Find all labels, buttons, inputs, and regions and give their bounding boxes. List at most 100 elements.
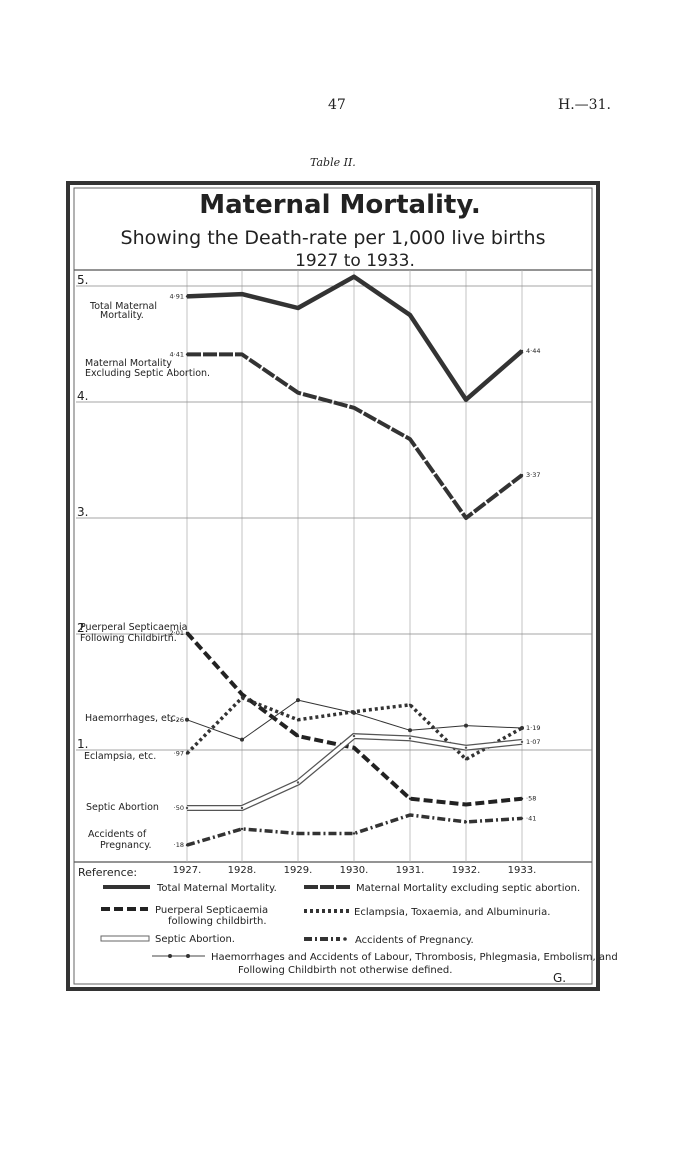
data-point-septicaemia (296, 734, 300, 738)
data-point-excl (520, 473, 524, 477)
data-point-eclampsia (185, 752, 189, 755)
y-tick-label: 5. (77, 273, 88, 287)
y-tick-label: 4. (77, 389, 88, 403)
legend-swatch-accidents-dot (343, 937, 347, 941)
data-point-haem (296, 698, 300, 703)
data-point-septic_abortion (296, 781, 300, 784)
data-point-eclampsia (408, 703, 412, 706)
chart-title: Maternal Mortality. (199, 190, 481, 220)
x-tick-label: 1929. (284, 865, 313, 876)
data-point-accidents (520, 817, 524, 820)
data-point-haem (185, 717, 189, 722)
table-label: Table II. (310, 156, 356, 169)
data-point-excl (296, 391, 300, 394)
legend-label-excl: Maternal Mortality excluding septic abor… (356, 883, 580, 894)
legend-label-septicaemia-2: following childbirth. (168, 916, 267, 927)
data-point-excl (408, 437, 412, 441)
data-point-excl (464, 516, 468, 520)
y-tick-label: 2. (77, 621, 88, 635)
data-point-haem (408, 728, 412, 733)
data-point-accidents (185, 843, 189, 847)
data-point-septic_abortion (408, 737, 412, 740)
data-point-total (296, 306, 300, 310)
value-label-end-septicaemia: ·58 (526, 795, 536, 803)
data-point-accidents (464, 820, 468, 824)
series-label-total: Mortality. (100, 310, 144, 321)
data-point-septic_abortion (240, 806, 244, 810)
data-point-total (352, 275, 356, 278)
series-label-haem: Haemorrhages, etc. (85, 713, 179, 724)
data-point-haem (240, 737, 244, 742)
legend-label-total: Total Maternal Mortality. (156, 883, 277, 894)
value-label-end-haem: 1·19 (526, 724, 540, 732)
chart-subtitle-years: 1927 to 1933. (295, 251, 415, 271)
page-reference: H.—31. (558, 97, 611, 113)
value-label-start-accidents: ·18 (174, 841, 184, 849)
value-label-start-haem: 1·26 (170, 716, 184, 724)
legend-label-eclampsia: Eclampsia, Toxaemia, and Albuminuria. (354, 907, 550, 918)
series-label-septicaemia: Puerperal Septicaemia (80, 622, 187, 633)
data-point-septicaemia (240, 693, 244, 696)
series-label-eclampsia: Eclampsia, etc. (84, 751, 156, 762)
data-point-septicaemia (408, 797, 412, 800)
page-number: 47 (328, 97, 346, 113)
data-point-septicaemia (464, 803, 468, 806)
value-label-start-septicaemia: 2·01 (170, 629, 184, 637)
data-point-total (464, 398, 468, 401)
data-point-septic_abortion (352, 734, 356, 738)
series-label-septicaemia: Following Childbirth. (80, 633, 177, 644)
data-point-septic_abortion (520, 740, 524, 744)
value-label-end-excl: 3·37 (526, 471, 540, 479)
legend-swatch-septic-abortion (100, 935, 150, 942)
data-point-septic_abortion (464, 746, 468, 749)
series-label-septic_abortion: Septic Abortion (86, 802, 159, 813)
data-point-accidents (296, 832, 300, 835)
data-point-septicaemia (520, 797, 524, 800)
value-label-start-excl: 4·41 (170, 350, 184, 358)
legend-swatch-haem-dot-1 (168, 954, 172, 958)
series-line-excl (187, 352, 524, 520)
y-tick-label: 1. (77, 737, 88, 751)
data-point-total (240, 292, 244, 296)
series-line-total (186, 274, 524, 402)
data-point-septic_abortion (185, 806, 189, 810)
x-tick-label: 1933. (508, 865, 537, 876)
series-label-total: Total Maternal (89, 301, 157, 312)
series-line-septicaemia (185, 631, 523, 807)
x-tick-label: 1931. (396, 865, 425, 876)
data-point-haem (464, 723, 468, 728)
data-point-excl (352, 406, 356, 409)
data-point-eclampsia (352, 710, 356, 713)
legend-label-accidents: Accidents of Pregnancy. (355, 935, 474, 946)
value-label-start-total: 4·91 (170, 292, 184, 300)
data-point-eclampsia (464, 758, 468, 761)
legend-label-haem-2: Following Childbirth not otherwise defin… (238, 965, 452, 976)
y-tick-label: 3. (77, 505, 88, 519)
data-point-total (185, 295, 189, 298)
series-label-excl: Maternal Mortality (85, 358, 172, 369)
value-label-end-septic_abortion: 1·07 (526, 738, 540, 746)
x-tick-label: 1930. (340, 865, 369, 876)
x-tick-label: 1928. (228, 865, 257, 876)
value-label-start-septic_abortion: ·50 (174, 804, 184, 812)
data-point-accidents (240, 827, 244, 831)
series-label-excl: Excluding Septic Abortion. (85, 368, 210, 379)
data-point-excl (240, 353, 244, 356)
series-label-accidents: Accidents of (88, 829, 147, 840)
legend-swatch-haem-dot-2 (186, 954, 190, 958)
legend-label-septic-abortion: Septic Abortion. (155, 934, 235, 945)
data-point-eclampsia (520, 726, 524, 730)
chart-subtitle: Showing the Death-rate per 1,000 live bi… (121, 227, 546, 249)
data-point-total (520, 349, 524, 353)
x-tick-label: 1927. (173, 865, 202, 876)
data-point-accidents (408, 813, 412, 817)
signature: G. (553, 971, 566, 985)
data-point-excl (185, 353, 189, 356)
value-label-end-total: 4·44 (526, 347, 540, 355)
legend-label-haem-1: Haemorrhages and Accidents of Labour, Th… (211, 952, 618, 963)
value-label-start-eclampsia: ·97 (174, 749, 184, 757)
x-tick-label: 1932. (452, 865, 481, 876)
data-point-eclampsia (240, 696, 244, 699)
data-point-septicaemia (185, 631, 189, 634)
data-point-total (408, 313, 412, 317)
